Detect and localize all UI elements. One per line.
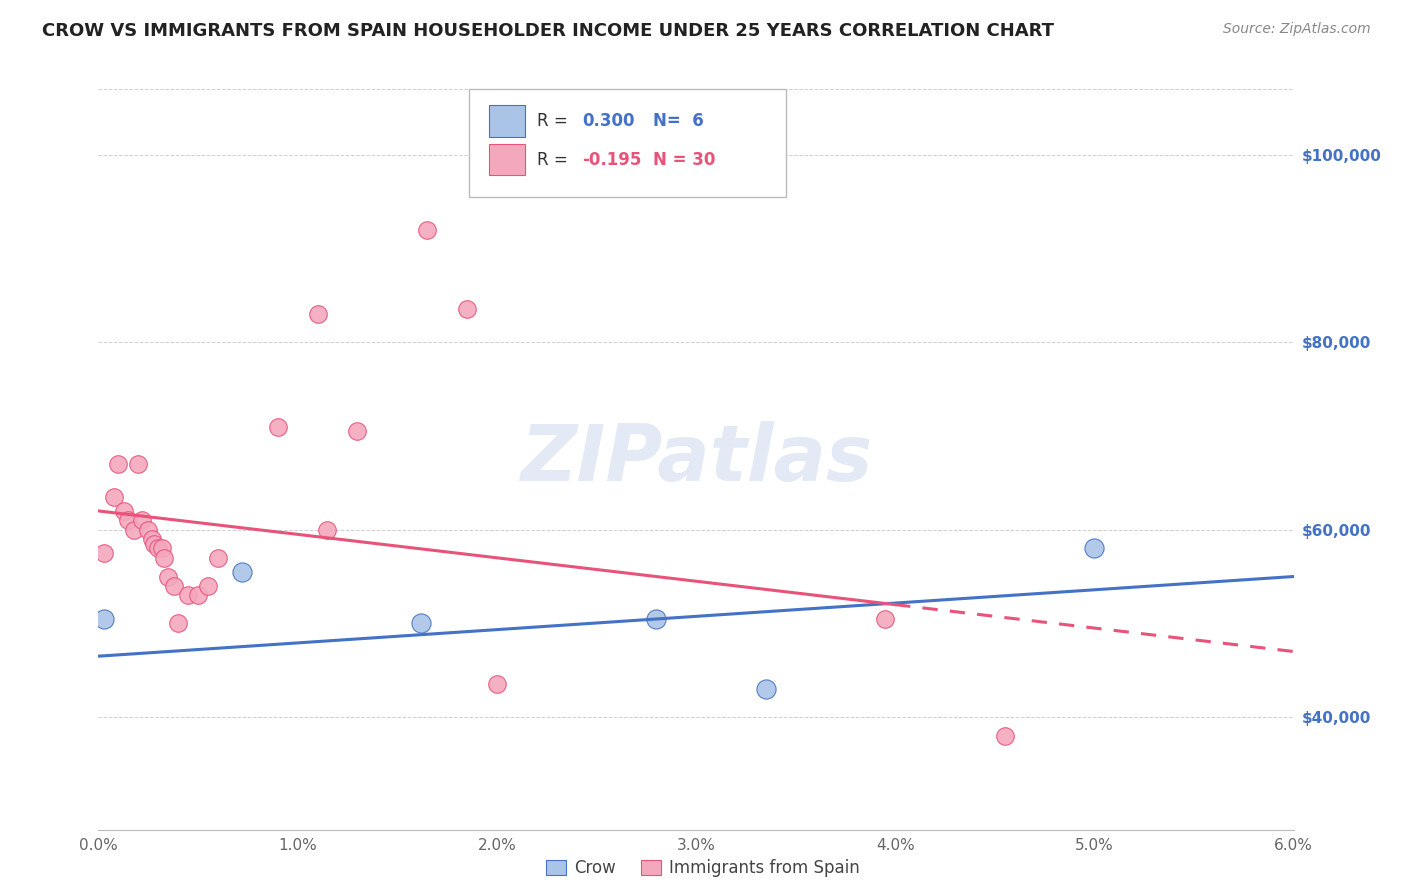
- Point: [136, 523, 159, 537]
- FancyBboxPatch shape: [470, 89, 786, 196]
- Point: [163, 579, 186, 593]
- Point: [416, 223, 439, 237]
- Point: [93, 546, 115, 560]
- Point: [307, 307, 329, 321]
- Legend: Crow, Immigrants from Spain: Crow, Immigrants from Spain: [540, 853, 866, 884]
- Point: [456, 302, 478, 317]
- Point: [755, 681, 778, 696]
- Point: [207, 550, 229, 565]
- FancyBboxPatch shape: [489, 144, 524, 175]
- Point: [485, 677, 508, 691]
- Point: [93, 612, 115, 626]
- Text: Source: ZipAtlas.com: Source: ZipAtlas.com: [1223, 22, 1371, 37]
- Point: [267, 419, 290, 434]
- Point: [107, 457, 129, 471]
- Point: [150, 541, 173, 556]
- Point: [143, 537, 166, 551]
- Point: [197, 579, 219, 593]
- Point: [316, 523, 339, 537]
- Text: -0.195: -0.195: [582, 151, 641, 169]
- Point: [411, 616, 433, 631]
- Point: [645, 612, 668, 626]
- Text: 0.300: 0.300: [582, 112, 636, 130]
- Point: [127, 457, 149, 471]
- Point: [131, 513, 153, 527]
- FancyBboxPatch shape: [489, 105, 524, 136]
- Point: [157, 569, 180, 583]
- Point: [112, 504, 135, 518]
- Text: ZIPatlas: ZIPatlas: [520, 421, 872, 498]
- Point: [141, 532, 163, 546]
- Point: [187, 588, 209, 602]
- Text: N = 30: N = 30: [652, 151, 716, 169]
- Point: [177, 588, 200, 602]
- Point: [231, 565, 253, 579]
- Text: R =: R =: [537, 151, 574, 169]
- Point: [148, 541, 170, 556]
- Point: [1083, 541, 1105, 556]
- Point: [875, 612, 897, 626]
- Point: [117, 513, 139, 527]
- Point: [167, 616, 190, 631]
- Point: [124, 523, 146, 537]
- Text: N=  6: N= 6: [652, 112, 703, 130]
- Point: [153, 550, 176, 565]
- Text: CROW VS IMMIGRANTS FROM SPAIN HOUSEHOLDER INCOME UNDER 25 YEARS CORRELATION CHAR: CROW VS IMMIGRANTS FROM SPAIN HOUSEHOLDE…: [42, 22, 1054, 40]
- Point: [346, 424, 368, 438]
- Text: R =: R =: [537, 112, 574, 130]
- Point: [103, 490, 125, 504]
- Point: [994, 729, 1017, 743]
